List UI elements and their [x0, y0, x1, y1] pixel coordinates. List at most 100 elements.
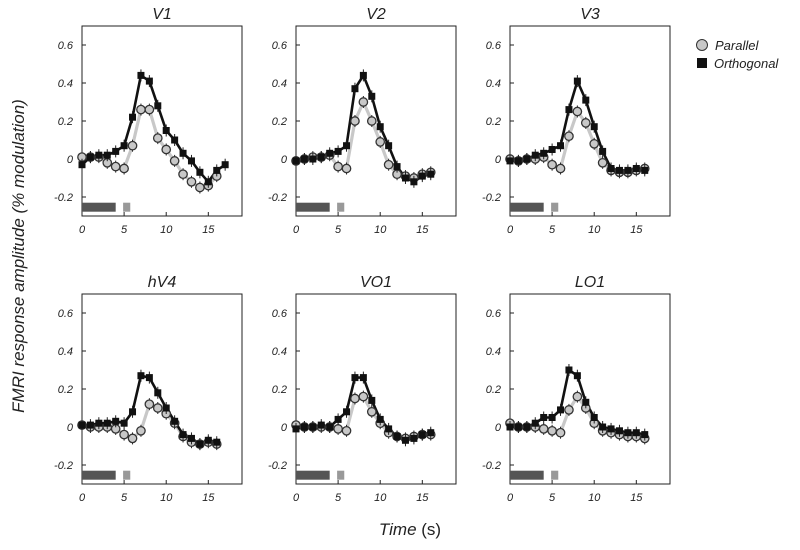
y-tick-label: 0.2 [58, 116, 73, 128]
orthogonal-point [326, 423, 334, 431]
y-tick-label: -0.2 [482, 192, 501, 204]
orthogonal-point [607, 425, 615, 433]
orthogonal-point [145, 374, 153, 382]
orthogonal-point [292, 425, 300, 433]
orthogonal-point [292, 157, 300, 165]
parallel-point [152, 133, 163, 143]
parallel-point [195, 182, 205, 193]
parallel-point [597, 157, 608, 168]
orthogonal-point [86, 421, 94, 429]
x-tick-label: 0 [293, 492, 300, 504]
x-tick-label: 5 [549, 492, 556, 504]
orthogonal-point [427, 429, 435, 437]
orthogonal-point [582, 398, 590, 406]
orthogonal-point [385, 142, 393, 150]
y-tick-label: 0.4 [486, 78, 501, 90]
parallel-point [161, 144, 172, 155]
x-tick-label: 10 [160, 224, 173, 236]
probe-bar [123, 202, 131, 212]
y-tick-label: 0.2 [272, 116, 287, 128]
x-tick-label: 10 [374, 492, 387, 504]
orthogonal-point [632, 429, 640, 437]
orthogonal-point [204, 436, 212, 444]
orthogonal-point [309, 423, 317, 431]
parallel-point [152, 403, 163, 413]
parallel-line [82, 108, 218, 190]
plot-frame [295, 293, 457, 485]
x-tick-label: 5 [121, 224, 128, 236]
y-tick-label: 0.6 [272, 40, 288, 52]
orthogonal-point [78, 161, 86, 169]
x-tick-label: 15 [202, 224, 215, 236]
orthogonal-point [334, 147, 342, 155]
x-axis-label-name: Time [378, 520, 417, 539]
orthogonal-point [154, 389, 162, 397]
parallel-point [136, 104, 146, 115]
x-tick-label: 0 [507, 224, 514, 236]
panel-vo1: VO1 -0.2 0 0.2 0.4 0.6 0 5 10 15 [268, 274, 457, 504]
orthogonal-point [590, 123, 598, 131]
x-tick-label: 5 [335, 492, 342, 504]
x-tick-label: 10 [588, 224, 601, 236]
x-tick-label: 5 [121, 492, 128, 504]
orthogonal-point [401, 174, 409, 182]
parallel-point [538, 424, 549, 434]
orthogonal-point [196, 168, 204, 176]
orthogonal-point [368, 92, 376, 100]
parallel-point [110, 161, 121, 172]
orthogonal-point [393, 433, 401, 440]
x-tick-label: 15 [416, 224, 429, 236]
orthogonal-line [295, 376, 431, 442]
legend-label-parallel: Parallel [715, 37, 759, 53]
orthogonal-point [137, 71, 145, 79]
y-tick-label: 0.6 [272, 308, 288, 320]
orthogonal-point [196, 440, 204, 448]
parallel-point [358, 97, 369, 107]
orthogonal-point [95, 151, 103, 159]
probe-bar [337, 202, 345, 212]
panel-title: LO1 [575, 274, 605, 291]
stimulus-bar [296, 202, 330, 212]
orthogonal-point [599, 423, 607, 431]
y-tick-label: 0.6 [486, 308, 502, 320]
y-tick-label: 0.6 [486, 40, 502, 52]
y-tick-label: 0.4 [272, 78, 287, 90]
orthogonal-point [309, 155, 317, 163]
orthogonal-point [78, 421, 86, 429]
y-tick-label: 0.2 [486, 384, 501, 396]
y-tick-label: 0.2 [58, 384, 73, 396]
orthogonal-point [137, 372, 145, 380]
probe-bar [551, 202, 559, 212]
y-tick-label: 0.4 [272, 346, 287, 358]
orthogonal-point [213, 438, 221, 446]
y-tick-label: 0 [495, 422, 502, 434]
parallel-point [580, 118, 591, 128]
parallel-point [341, 163, 352, 174]
stimulus-bar [510, 202, 544, 212]
orthogonal-point [540, 149, 548, 157]
orthogonal-point [368, 396, 376, 404]
x-tick-label: 10 [160, 492, 173, 504]
parallel-point [127, 433, 138, 444]
orthogonal-point [548, 146, 556, 153]
orthogonal-point [179, 149, 187, 157]
circle-marker-icon [696, 39, 708, 51]
orthogonal-point [615, 427, 623, 435]
x-tick-label: 15 [630, 492, 643, 504]
orthogonal-point [103, 151, 111, 159]
orthogonal-point [548, 414, 556, 421]
x-tick-label: 15 [202, 492, 215, 504]
orthogonal-point [376, 415, 384, 423]
parallel-point [144, 104, 155, 115]
x-axis-label-unit: (s) [416, 520, 442, 539]
orthogonal-point [343, 142, 351, 150]
plot-frame [81, 293, 243, 485]
orthogonal-point [607, 165, 615, 172]
orthogonal-point [624, 429, 632, 437]
orthogonal-point [410, 434, 418, 442]
stimulus-bar [82, 202, 116, 212]
orthogonal-point [326, 149, 334, 157]
y-tick-label: -0.2 [54, 460, 73, 472]
parallel-point [375, 137, 386, 147]
